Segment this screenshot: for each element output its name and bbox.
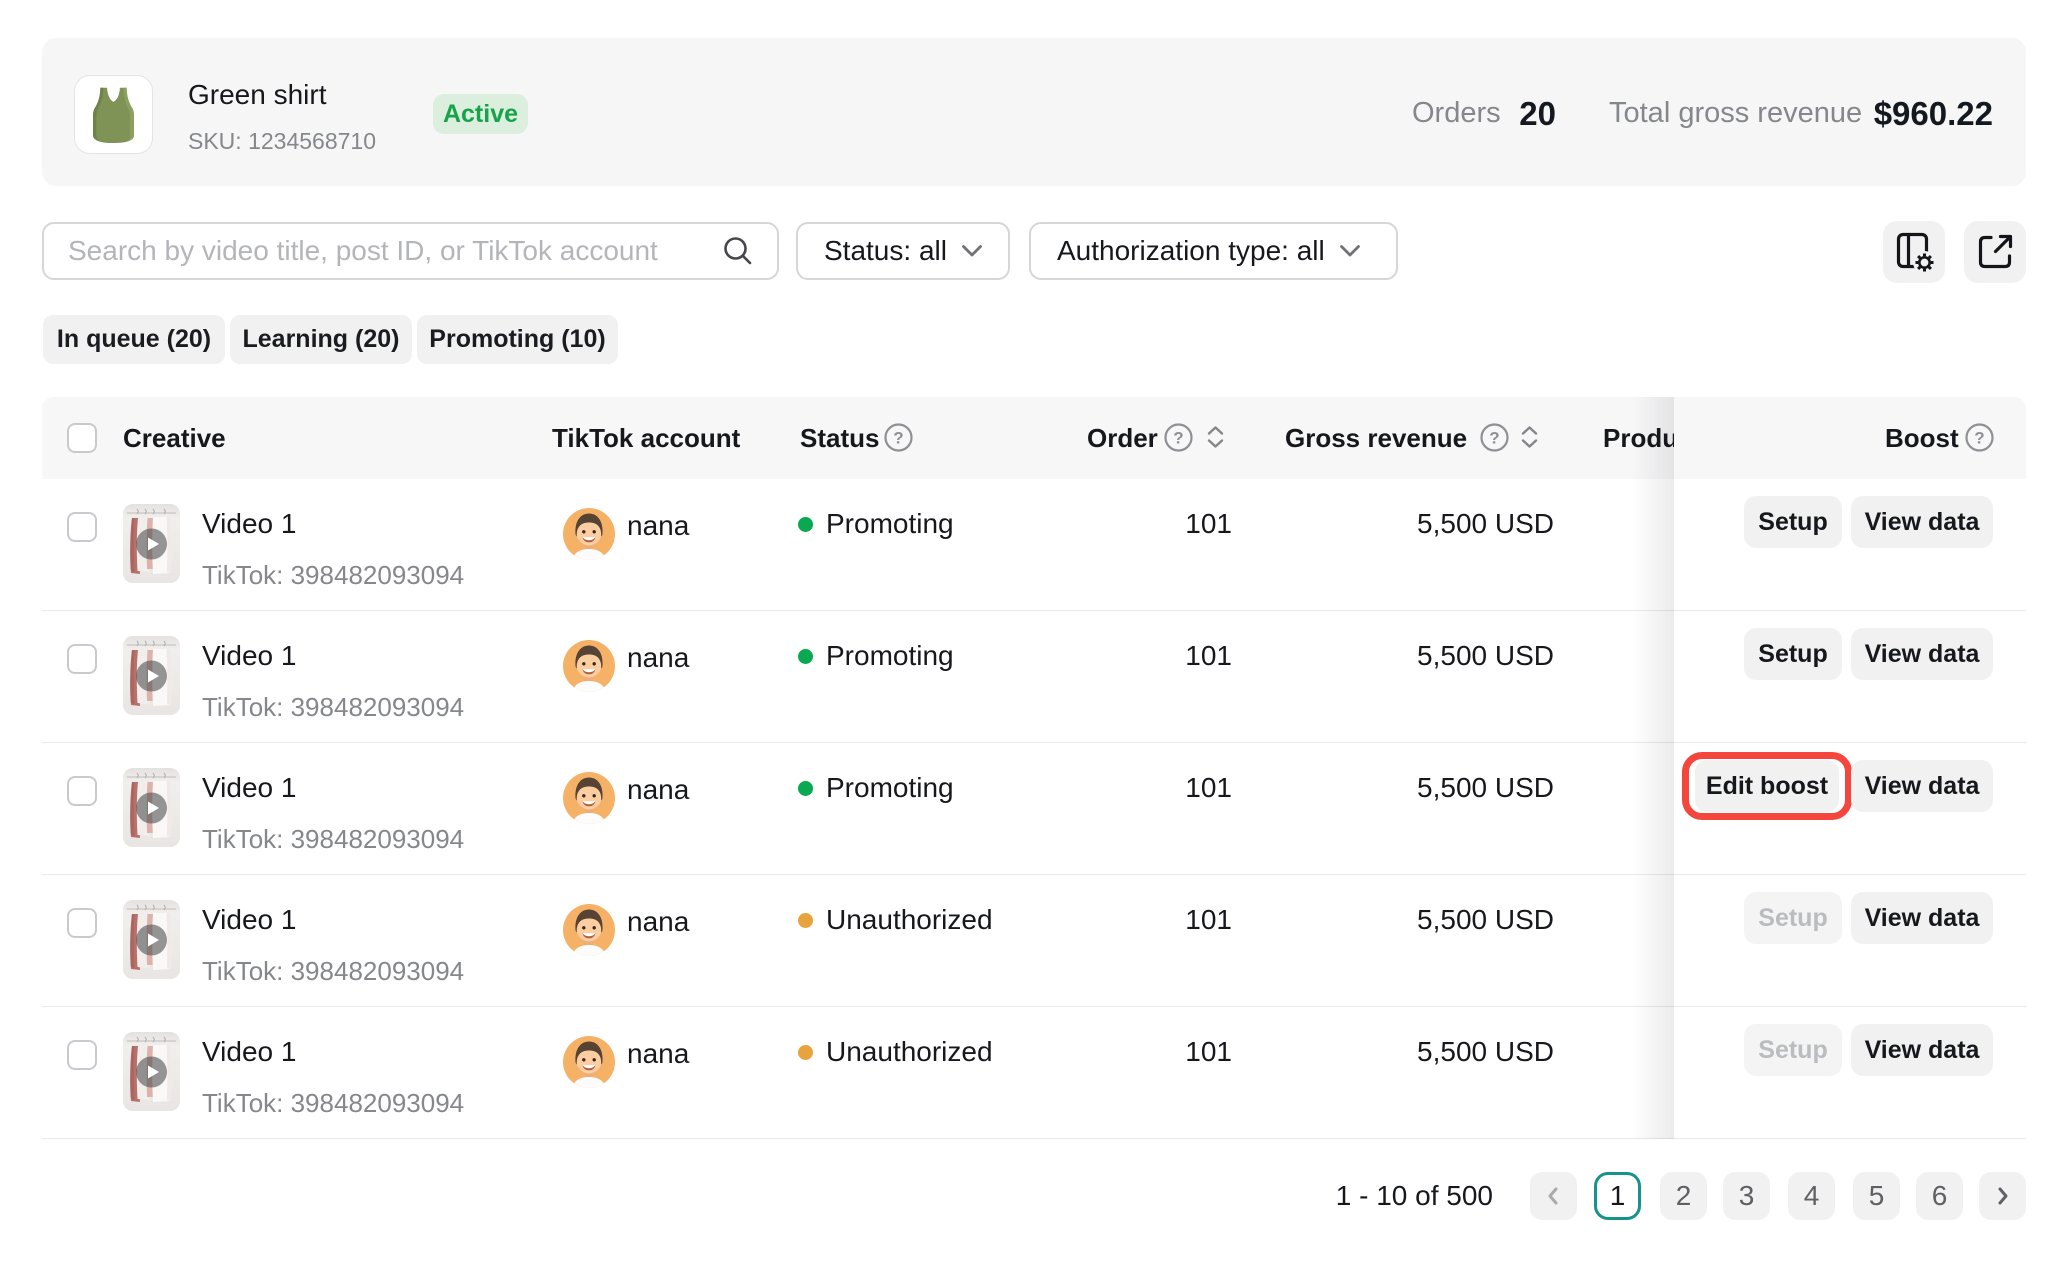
svg-text:?: ? — [1489, 429, 1499, 448]
svg-text:?: ? — [1173, 429, 1183, 448]
svg-text:?: ? — [893, 429, 903, 448]
svg-text:?: ? — [1974, 429, 1984, 448]
